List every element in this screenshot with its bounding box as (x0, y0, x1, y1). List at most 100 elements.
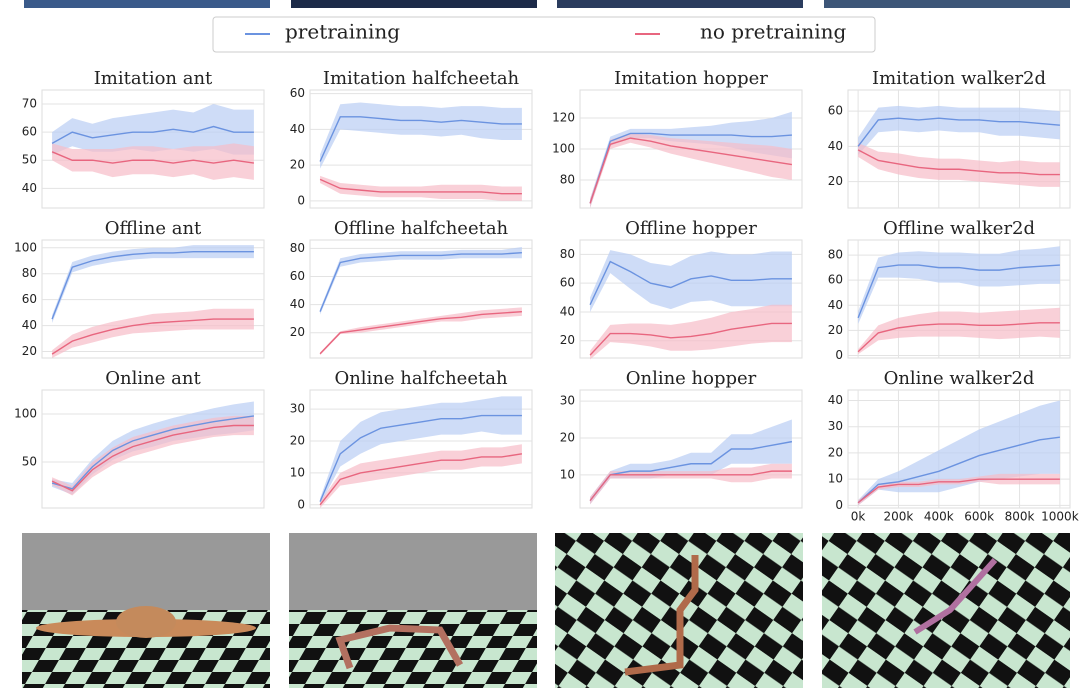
y-tick-label: 0 (297, 497, 305, 511)
error-band (858, 473, 1060, 506)
subplot: Offline walker2d 0 20 40 60 80 (828, 218, 1071, 362)
y-tick-label: 30 (828, 419, 843, 433)
series-line (857, 436, 1060, 504)
y-tick-label: 40 (22, 318, 37, 332)
y-tick-label: 40 (828, 139, 843, 153)
y-tick-label: 60 (828, 104, 843, 118)
error-band (320, 102, 522, 169)
y-tick-label: 60 (828, 273, 843, 287)
error-band (858, 105, 1060, 156)
y-tick-label: 80 (828, 248, 843, 262)
y-tick-label: 20 (828, 174, 843, 188)
y-tick-label: 10 (290, 465, 305, 479)
series-line (589, 440, 793, 502)
y-tick-label: 10 (828, 472, 843, 486)
subplot: Imitation hopper 80 100 120 (552, 68, 803, 209)
error-band (590, 463, 792, 505)
series-line (319, 310, 522, 355)
subplot: Imitation ant 40 50 60 70 (22, 68, 265, 209)
subplot: Offline ant 20 40 60 80 100 (14, 218, 265, 359)
y-tick-label: 40 (290, 297, 305, 311)
series-line (319, 116, 522, 162)
series-line (51, 250, 254, 320)
y-tick-label: 20 (290, 158, 305, 172)
y-tick-label: 60 (22, 125, 37, 139)
y-tick-label: 60 (290, 269, 305, 283)
y-tick-label: 40 (828, 298, 843, 312)
subplot-title: Online ant (105, 368, 201, 389)
subplot: Online walker2d 0k 200k 400k 600k 800k 1000k 0 1… (828, 368, 1079, 524)
y-tick-label: 20 (560, 333, 575, 347)
y-tick-label: 60 (22, 292, 37, 306)
error-band (320, 307, 522, 356)
top-image-strip (24, 0, 1070, 8)
y-tick-label: 60 (290, 86, 305, 100)
error-band (858, 307, 1060, 355)
series-line (589, 260, 792, 306)
error-band (52, 415, 254, 496)
subplot-title: Online halfcheetah (334, 368, 508, 389)
y-tick-label: 40 (828, 393, 843, 407)
error-band (52, 104, 254, 155)
error-band (590, 133, 792, 208)
subplot-title: Offline halfcheetah (334, 218, 509, 239)
y-tick-label: 40 (560, 304, 575, 318)
y-tick-label: 60 (560, 276, 575, 290)
subplot: Online hopper 10 20 30 (560, 368, 803, 509)
series-line (857, 149, 1060, 176)
series-line (319, 414, 522, 502)
subplot: Offline halfcheetah 20 40 60 80 (290, 218, 533, 359)
series-line (589, 470, 792, 502)
y-tick-label: 30 (560, 394, 575, 408)
legend (212, 16, 876, 53)
error-band (320, 396, 522, 505)
y-tick-label: 80 (560, 247, 575, 261)
subplot-title: Imitation halfcheetah (323, 68, 520, 89)
y-tick-label: 50 (22, 153, 37, 167)
series-line (319, 251, 522, 312)
subplot: Imitation walker2d 20 40 60 (828, 68, 1071, 209)
y-tick-label: 0 (835, 498, 843, 512)
series-line (857, 478, 1060, 504)
y-tick-label: 100 (14, 240, 37, 254)
subplot-title: Online walker2d (884, 368, 1035, 389)
y-tick-label: 10 (560, 467, 575, 481)
error-band (590, 250, 792, 312)
y-tick-label: 80 (290, 241, 305, 255)
y-tick-label: 30 (290, 402, 305, 416)
error-band (320, 175, 522, 201)
legend-label: pretraining (285, 20, 400, 44)
series-line (51, 424, 254, 492)
subplot-title: Online hopper (626, 368, 757, 389)
series-line (589, 322, 792, 356)
render-images (22, 533, 1070, 688)
x-tick-label: 600k (964, 510, 994, 524)
y-tick-label: 80 (22, 266, 37, 280)
error-band (590, 419, 792, 505)
y-tick-label: 20 (560, 430, 575, 444)
y-tick-label: 100 (14, 406, 37, 420)
y-tick-label: 20 (22, 344, 37, 358)
series-line (857, 264, 1060, 319)
x-tick-label: 0k (851, 510, 866, 524)
subplot-title: Imitation walker2d (872, 68, 1046, 89)
series-line (51, 151, 255, 164)
y-tick-label: 40 (290, 122, 305, 136)
subplot-title: Offline walker2d (883, 218, 1035, 239)
series-line (589, 137, 793, 204)
series-line (857, 117, 1060, 147)
y-tick-label: 80 (560, 173, 575, 187)
y-tick-label: 20 (828, 445, 843, 459)
series-line (857, 322, 1060, 353)
x-tick-label: 200k (884, 510, 914, 524)
y-tick-label: 100 (552, 142, 575, 156)
error-band (320, 444, 522, 508)
error-band (52, 143, 254, 180)
error-band (590, 304, 792, 360)
series-line (51, 125, 254, 144)
subplot: Imitation halfcheetah 0 20 40 60 (290, 68, 533, 209)
x-tick-label: 1000k (1041, 510, 1079, 524)
x-tick-label: 800k (1005, 510, 1035, 524)
legend-label: no pretraining (700, 20, 847, 44)
series-line (589, 132, 792, 204)
